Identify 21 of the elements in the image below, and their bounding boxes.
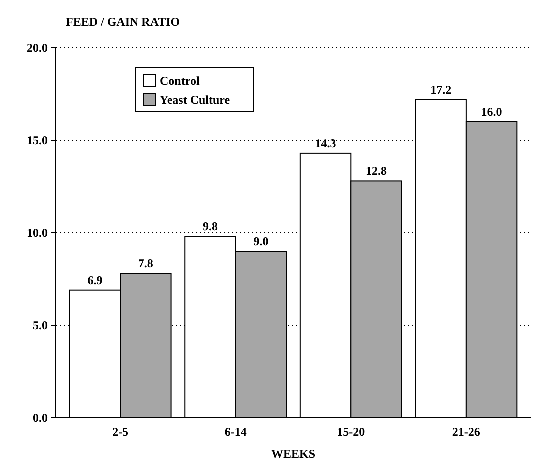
data-label: 16.0 bbox=[481, 105, 502, 119]
y-tick-label: 15.0 bbox=[27, 134, 48, 148]
data-label: 7.8 bbox=[138, 256, 154, 271]
data-label: 9.0 bbox=[254, 234, 269, 248]
legend-label: Yeast Culture bbox=[160, 93, 231, 107]
y-axis-title: FEED / GAIN RATIO bbox=[66, 15, 180, 29]
y-tick-label: 5.0 bbox=[33, 318, 48, 333]
data-label: 9.8 bbox=[202, 220, 218, 234]
x-tick-label: 21-26 bbox=[452, 425, 480, 439]
legend-label: Control bbox=[160, 74, 200, 88]
x-tick-label: 2-5 bbox=[112, 425, 129, 439]
data-label: 12.8 bbox=[366, 164, 388, 178]
y-tick-label: 20.0 bbox=[27, 41, 48, 56]
data-label: 6.9 bbox=[88, 273, 103, 288]
y-tick-label: 0.0 bbox=[33, 411, 48, 426]
x-tick-label: 6-14 bbox=[224, 425, 247, 439]
x-tick-label: 15-20 bbox=[337, 425, 366, 439]
x-axis-title: WEEKS bbox=[271, 447, 316, 461]
y-tick-label: 10.0 bbox=[27, 226, 48, 240]
data-label: 17.2 bbox=[430, 82, 452, 97]
data-label: 14.3 bbox=[315, 136, 336, 150]
